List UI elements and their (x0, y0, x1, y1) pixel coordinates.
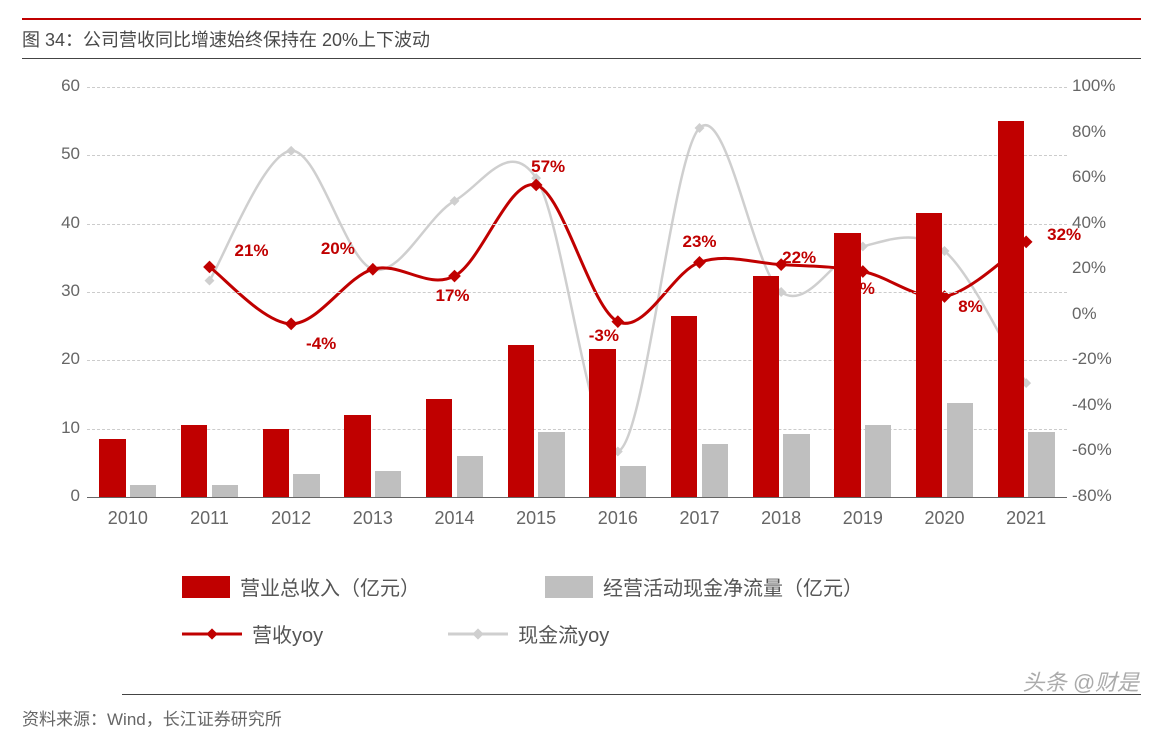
cashflow-bar (538, 432, 564, 497)
y2-tick: -40% (1072, 395, 1132, 415)
y2-tick: 60% (1072, 167, 1132, 187)
y2-tick: -60% (1072, 440, 1132, 460)
plot-region: 21%-4%20%17%57%-3%23%22%19%8%32% (87, 87, 1067, 497)
data-label: 57% (531, 157, 565, 177)
cashflow-bar (1028, 432, 1054, 497)
x-tick: 2018 (761, 508, 801, 529)
revenue-bar (753, 276, 779, 497)
legend-label: 经营活动现金净流量（亿元） (603, 572, 863, 601)
data-label: -3% (589, 326, 619, 346)
cashflow-bar (375, 471, 401, 497)
legend-label: 营收yoy (252, 619, 323, 648)
legend-swatch (545, 576, 593, 598)
line-marker (205, 276, 215, 286)
cashflow-bar (293, 474, 319, 497)
y1-tick: 10 (32, 418, 80, 438)
legend-label: 营业总收入（亿元） (240, 572, 420, 601)
x-tick: 2014 (434, 508, 474, 529)
y1-tick: 40 (32, 213, 80, 233)
legend-item: 营收yoy (182, 619, 323, 648)
line-marker (693, 256, 706, 269)
source-text: 资料来源：Wind，长江证券研究所 (22, 705, 1141, 730)
legend-item: 营业总收入（亿元） (182, 572, 420, 601)
legend-swatch (448, 623, 508, 645)
revenue-bar (181, 425, 207, 497)
y1-tick: 50 (32, 144, 80, 164)
chart-title: 图 34：公司营收同比增速始终保持在 20%上下波动 (22, 26, 1141, 52)
y1-tick: 20 (32, 349, 80, 369)
revenue-bar (99, 439, 125, 497)
chart-title-row: 图 34：公司营收同比增速始终保持在 20%上下波动 (22, 18, 1141, 59)
x-tick: 2012 (271, 508, 311, 529)
line-marker (366, 263, 379, 276)
revenue-bar (263, 429, 289, 497)
x-tick: 2019 (843, 508, 883, 529)
y2-tick: -80% (1072, 486, 1132, 506)
revenue-bar (426, 399, 452, 497)
y1-tick: 0 (32, 486, 80, 506)
cashflow-bar (130, 485, 156, 497)
line-marker (285, 318, 298, 331)
legend-swatch (182, 623, 242, 645)
cashflow-bar (702, 444, 728, 497)
legend-row: 营收yoy 现金流yoy (122, 619, 1141, 648)
x-tick: 2017 (679, 508, 719, 529)
chart-area: 21%-4%20%17%57%-3%23%22%19%8%32% 0102030… (32, 77, 1132, 537)
y2-tick: 0% (1072, 304, 1132, 324)
watermark: 头条 @财是 (1023, 665, 1139, 697)
revenue-bar (998, 121, 1024, 497)
gridline (87, 87, 1067, 88)
legend-item: 经营活动现金净流量（亿元） (545, 572, 863, 601)
gridline (87, 155, 1067, 156)
revenue-bar (671, 316, 697, 497)
revenue-bar (589, 349, 615, 497)
x-tick: 2021 (1006, 508, 1046, 529)
y2-tick: 40% (1072, 213, 1132, 233)
legend-item: 现金流yoy (448, 619, 609, 648)
data-label: -4% (306, 334, 336, 354)
y1-tick: 60 (32, 76, 80, 96)
cashflow-bar (457, 456, 483, 497)
legend-label: 现金流yoy (518, 619, 609, 648)
data-label: 8% (958, 297, 983, 317)
x-tick: 2013 (353, 508, 393, 529)
revenue-bar (916, 213, 942, 497)
x-tick: 2011 (190, 508, 229, 529)
data-label: 17% (435, 286, 469, 306)
x-tick: 2020 (924, 508, 964, 529)
x-tick: 2016 (598, 508, 638, 529)
x-axis-line (87, 497, 1067, 498)
cashflow-bar (865, 425, 891, 497)
y1-tick: 30 (32, 281, 80, 301)
x-tick: 2010 (108, 508, 148, 529)
data-label: 20% (321, 239, 355, 259)
cashflow-bar (947, 403, 973, 497)
line-marker (286, 146, 296, 156)
legend-swatch (182, 576, 230, 598)
data-label: 22% (782, 248, 816, 268)
data-label: 19% (841, 279, 875, 299)
revenue-bar (344, 415, 370, 497)
y2-tick: 20% (1072, 258, 1132, 278)
data-label: 23% (682, 232, 716, 252)
y2-tick: 100% (1072, 76, 1132, 96)
data-label: 21% (234, 241, 268, 261)
cashflow-bar (620, 466, 646, 497)
y2-tick: 80% (1072, 122, 1132, 142)
legend: 营业总收入（亿元） 经营活动现金净流量（亿元） 营收yoy 现金流yoy (122, 572, 1141, 695)
y2-tick: -20% (1072, 349, 1132, 369)
cashflow-bar (783, 434, 809, 497)
x-tick: 2015 (516, 508, 556, 529)
revenue-bar (508, 345, 534, 497)
revenue-bar (834, 233, 860, 497)
legend-row: 营业总收入（亿元） 经营活动现金净流量（亿元） (122, 572, 1141, 601)
cashflow-bar (212, 485, 238, 497)
